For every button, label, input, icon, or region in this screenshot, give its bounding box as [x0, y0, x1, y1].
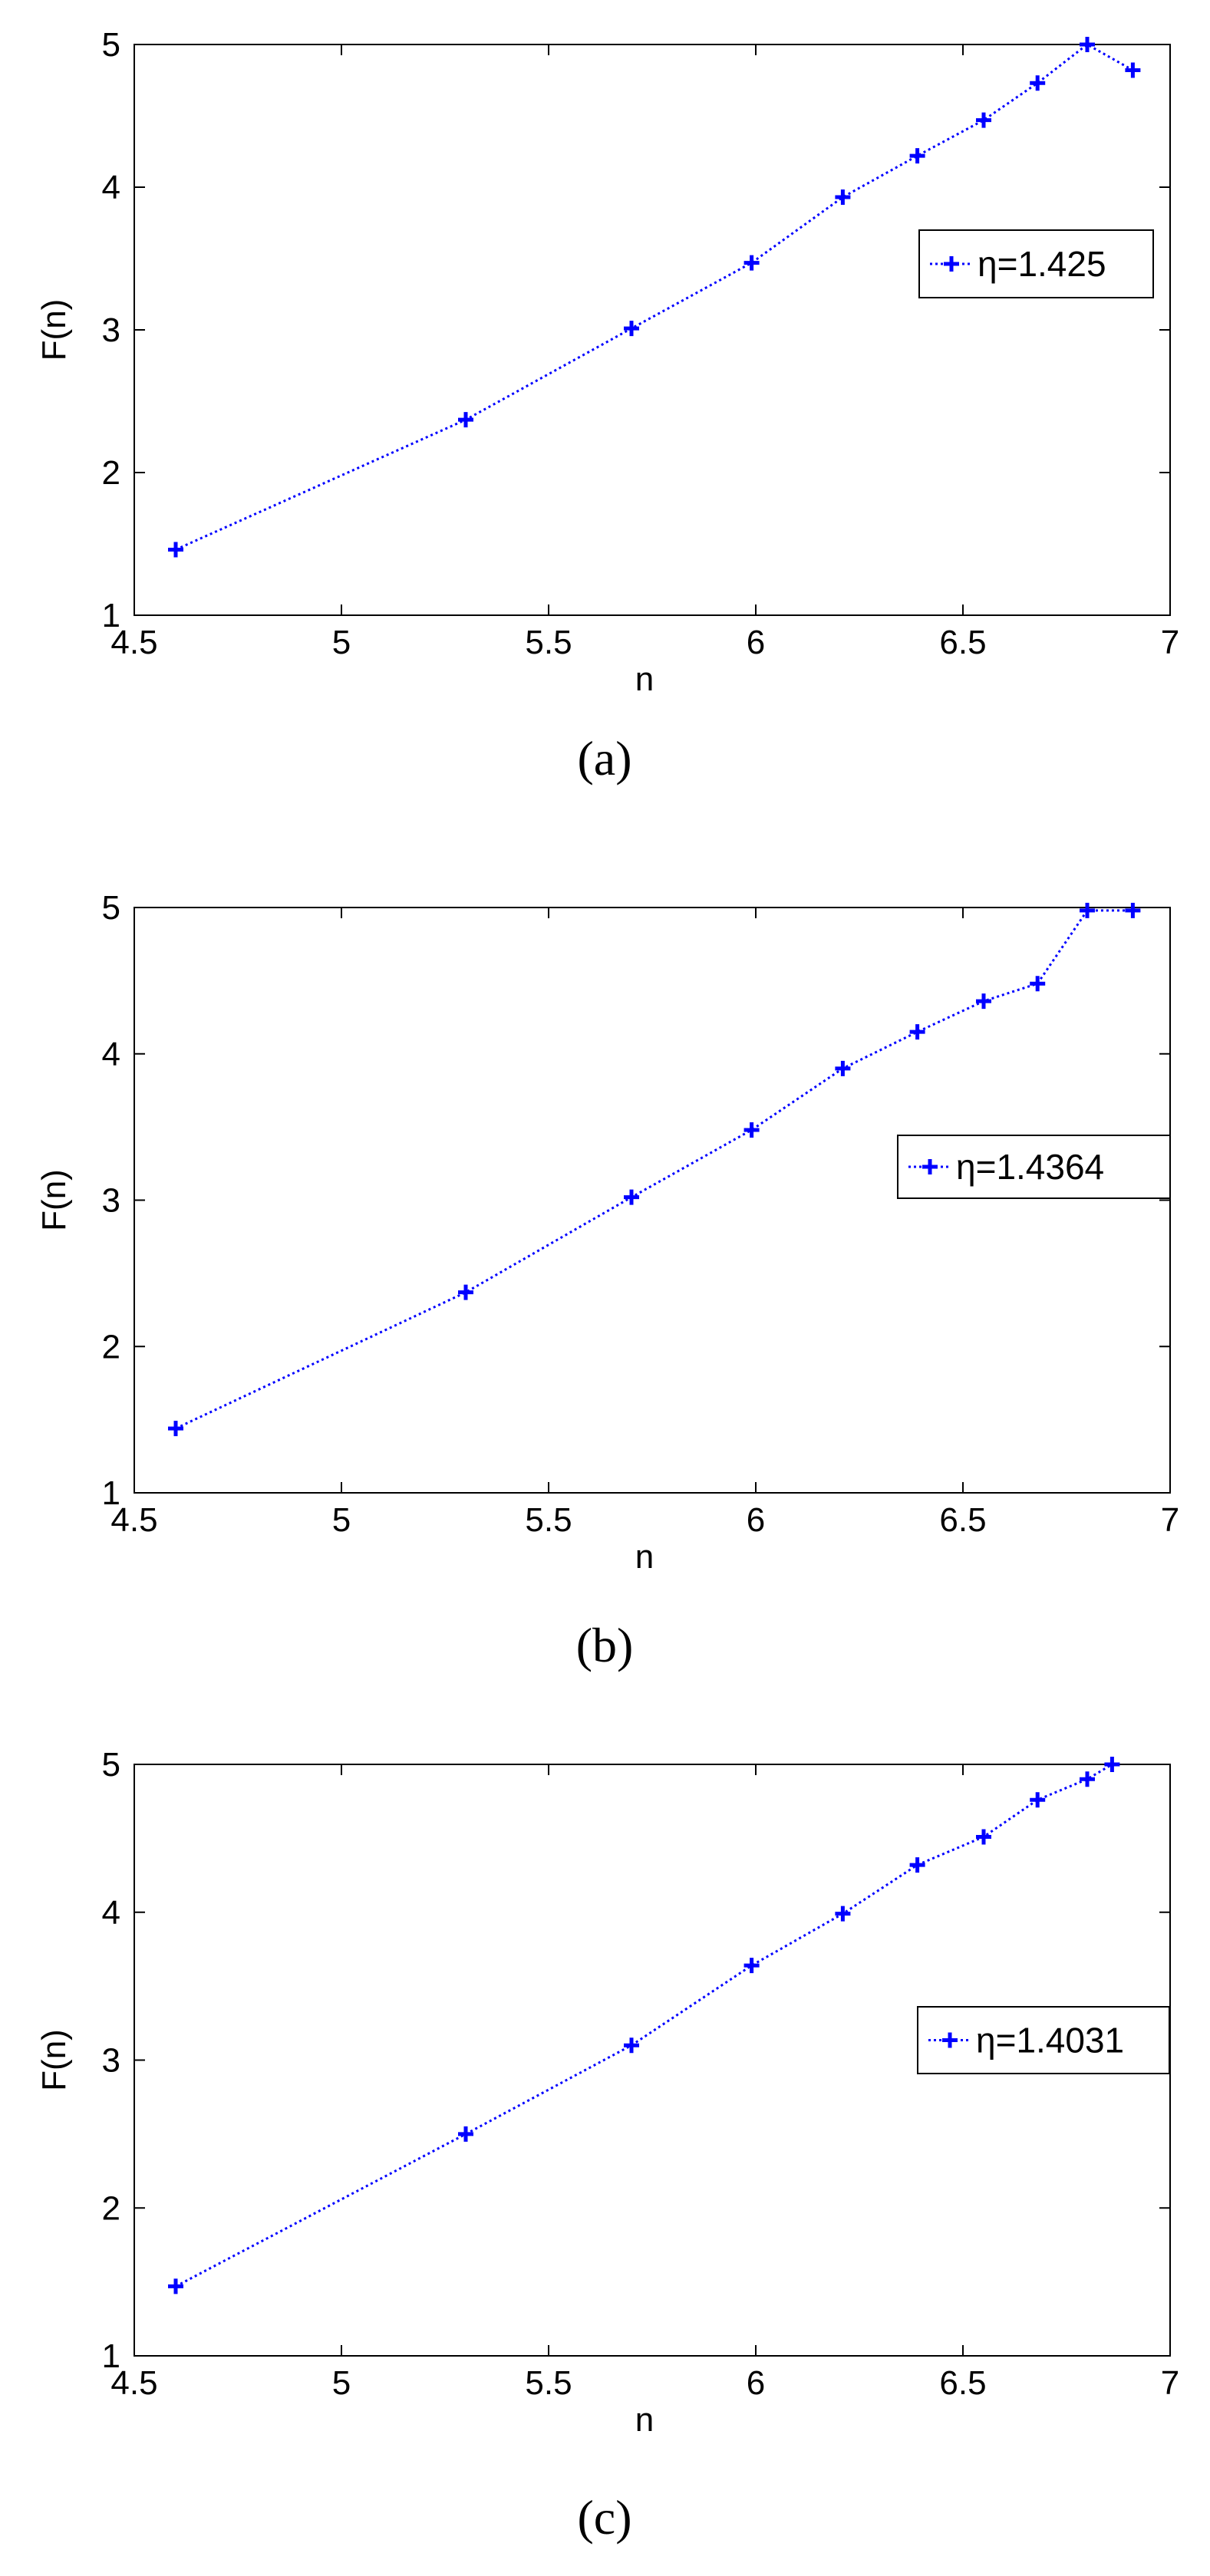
- data-point-marker: [168, 542, 183, 558]
- data-point-marker: [1030, 976, 1046, 992]
- x-tick-label: 4.5: [110, 1501, 157, 1539]
- data-point-marker: [835, 1906, 851, 1922]
- y-axis-label: F(n): [35, 299, 73, 361]
- data-point-marker: [976, 112, 991, 128]
- data-point-marker: [1125, 902, 1141, 918]
- legend-marker-swatch: [944, 256, 959, 272]
- x-tick-label: 4.5: [110, 2364, 157, 2402]
- legend-box: [917, 2006, 1170, 2074]
- x-tick-label: 7: [1161, 1501, 1179, 1539]
- x-tick-label: 6: [747, 624, 765, 661]
- x-tick-label: 5: [332, 1501, 351, 1539]
- data-point-marker: [168, 1421, 183, 1437]
- x-tick-label: 7: [1161, 2364, 1179, 2402]
- legend: η=1.425: [918, 229, 1154, 298]
- data-point-marker: [1080, 1771, 1095, 1787]
- x-tick-label: 6: [747, 2364, 765, 2402]
- x-axis-label: n: [635, 660, 654, 698]
- data-point-marker: [624, 1189, 639, 1205]
- y-tick-label: 3: [102, 2042, 120, 2080]
- data-point-marker: [624, 321, 639, 337]
- legend-label: η=1.4364: [956, 1147, 1104, 1187]
- data-point-marker: [909, 148, 925, 164]
- panel-caption: (a): [577, 731, 631, 786]
- data-point-marker: [743, 1122, 760, 1138]
- data-point-marker: [1030, 75, 1046, 91]
- data-point-marker: [976, 993, 991, 1010]
- x-tick-label: 4.5: [110, 624, 157, 661]
- data-point-marker: [835, 189, 851, 206]
- data-point-marker: [743, 1958, 760, 1974]
- series-line: [175, 909, 1133, 1430]
- panel-caption: (b): [576, 1618, 634, 1672]
- y-tick-label: 4: [102, 1894, 120, 1932]
- legend-label: η=1.4031: [976, 2021, 1124, 2060]
- x-tick-label: 6: [747, 1501, 765, 1539]
- chart-panel: 4.5 5 5.5 6 6.5 7 1 2 3 4 5 n F(n) η=1.4031 (c): [35, 1746, 1179, 2545]
- legend-label: η=1.425: [978, 244, 1106, 284]
- y-tick-label: 5: [102, 26, 120, 64]
- data-point-marker: [458, 412, 473, 428]
- y-tick-label: 1: [102, 1474, 120, 1512]
- y-axis-label: F(n): [35, 2029, 73, 2091]
- x-tick-label: 5: [332, 624, 351, 661]
- x-axis-label: n: [635, 2401, 654, 2439]
- x-tick-label: 5.5: [525, 2364, 572, 2402]
- x-tick-label: 5.5: [525, 1501, 572, 1539]
- data-point-marker: [168, 2278, 183, 2294]
- y-tick-label: 4: [102, 169, 120, 206]
- legend: η=1.4364: [897, 1135, 1171, 1199]
- data-point-marker: [1125, 62, 1141, 78]
- y-tick-label: 3: [102, 1182, 120, 1220]
- y-tick-label: 1: [102, 2337, 120, 2375]
- chart-panel: 4.5 5 5.5 6 6.5 7 1 2 3 4 5 n F(n) η=1.4364 (b): [35, 889, 1179, 1672]
- x-tick-label: 6.5: [939, 2364, 986, 2402]
- plot-area: [134, 907, 1171, 1494]
- legend: η=1.4031: [917, 2006, 1170, 2074]
- data-point-marker: [976, 1829, 991, 1845]
- y-tick-label: 4: [102, 1036, 120, 1073]
- data-point-marker: [624, 2037, 639, 2054]
- x-tick-label: 7: [1161, 624, 1179, 661]
- chart-panel: 4.5 5 5.5 6 6.5 7 1 2 3 4 5 n F(n) η=1.425 (a): [35, 26, 1179, 786]
- y-tick-label: 2: [102, 454, 120, 492]
- x-axis-label: n: [635, 1538, 654, 1576]
- y-axis-label: F(n): [35, 1169, 73, 1231]
- data-point-marker: [458, 2126, 473, 2142]
- panel-caption: (c): [577, 2490, 631, 2545]
- y-tick-label: 2: [102, 1328, 120, 1365]
- x-tick-label: 5: [332, 2364, 351, 2402]
- y-tick-label: 3: [102, 311, 120, 349]
- x-tick-label: 6.5: [939, 624, 986, 661]
- plot-area: [134, 44, 1171, 616]
- data-point-marker: [909, 1857, 925, 1873]
- legend-box: [897, 1135, 1171, 1199]
- data-point-marker: [1080, 37, 1095, 52]
- data-point-marker: [835, 1060, 851, 1076]
- y-tick-label: 5: [102, 1746, 120, 1784]
- x-tick-label: 5.5: [525, 624, 572, 661]
- legend-marker-swatch: [922, 1159, 938, 1174]
- data-point-marker: [1030, 1792, 1046, 1808]
- y-tick-label: 1: [102, 597, 120, 634]
- data-point-marker: [1104, 1757, 1120, 1772]
- data-point-marker: [458, 1284, 473, 1300]
- legend-marker-swatch: [942, 2032, 958, 2048]
- y-tick-label: 2: [102, 2189, 120, 2227]
- data-point-marker: [743, 255, 760, 271]
- data-point-marker: [1080, 902, 1095, 918]
- y-tick-label: 5: [102, 889, 120, 927]
- x-tick-label: 6.5: [939, 1501, 986, 1539]
- data-point-marker: [909, 1024, 925, 1040]
